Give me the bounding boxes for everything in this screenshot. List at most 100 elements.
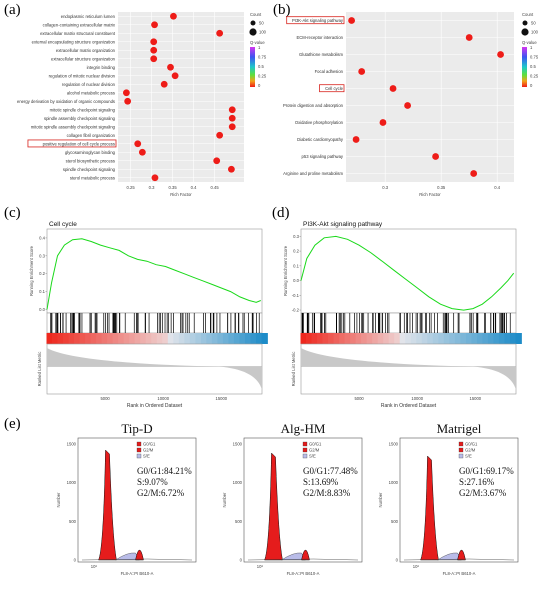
- rank-color-cell: [443, 333, 451, 344]
- y-tick-label: 1000: [233, 480, 243, 485]
- g0g1-peak: [98, 449, 117, 561]
- g2m-peak: [135, 549, 144, 561]
- x-axis-label: Rich Factor: [419, 192, 441, 197]
- rank-color-cell: [118, 333, 125, 344]
- y-tick-label: 0.4: [39, 235, 45, 240]
- rank-color-cell: [96, 333, 103, 344]
- bubble-point: [213, 157, 221, 165]
- y-tick-label: 0.3: [39, 253, 45, 258]
- bubble-point: [379, 119, 387, 126]
- es-panel: [46, 228, 263, 314]
- legend-label: G2/M: [465, 448, 476, 453]
- legend-swatch: [458, 453, 464, 459]
- gsea-cell-cycle-plot: Cell cycle 0.4 0.3 0.2 0.1 0.0 Running Enrichm…: [29, 221, 268, 409]
- legend-swatch: [458, 447, 464, 453]
- y-tick-label: 0: [396, 558, 399, 563]
- bubble-point: [171, 72, 179, 80]
- term-label: positive regulation of cell cycle proces…: [43, 141, 115, 146]
- rank-color-cell: [438, 333, 445, 344]
- legend-q-label: 0.75: [530, 55, 539, 60]
- panel-label-e: (e): [4, 416, 21, 432]
- rank-color-cell: [394, 333, 401, 344]
- bubble-point: [228, 165, 235, 173]
- term-label: extracellular matrix organization: [56, 48, 116, 53]
- term-label: PI3K-Akt signaling pathway: [292, 18, 344, 23]
- histogram-frame: [77, 437, 197, 563]
- rank-color-cell: [145, 333, 153, 344]
- x-tick-label: 10000: [411, 396, 423, 401]
- rank-color-cell: [178, 333, 186, 344]
- x-tick-label: 0.45: [211, 185, 220, 190]
- x-axis-label: FL8-A::PI B610-A: [443, 571, 476, 576]
- y-tick-label: 0.0: [39, 307, 45, 312]
- bubble-point: [358, 68, 366, 75]
- x-tick-label: 0.35: [437, 185, 446, 190]
- rank-color-cell: [432, 333, 440, 344]
- rank-color-cell: [90, 333, 97, 344]
- g2m-percentage: G2/M:6.72%: [137, 488, 185, 498]
- legend-count-title: Count: [522, 12, 534, 17]
- term-label: ECM-receptor interaction: [296, 35, 343, 40]
- panel-label-c: (c): [4, 205, 21, 221]
- panel-label-a: (a): [4, 2, 21, 18]
- legend-q-label: 0: [530, 83, 533, 88]
- term-label: regulation of mitotic nuclear division: [49, 73, 116, 78]
- rank-color-cell: [167, 333, 175, 344]
- g2m-percentage: G2/M:3.67%: [459, 488, 507, 498]
- highlight-box: [27, 139, 117, 148]
- y-tick-label: -0.1: [292, 293, 300, 298]
- rank-color-cell: [449, 333, 456, 344]
- rank-color-cell: [333, 333, 340, 344]
- legend-q-title: Q-value: [522, 40, 537, 45]
- legend-label: S/E: [309, 454, 316, 459]
- rank-color-cell: [79, 333, 86, 344]
- legend-count-dot: [521, 28, 529, 36]
- rank-color-cell: [471, 333, 478, 344]
- rank-color-cell: [239, 333, 246, 344]
- bubble-point: [348, 17, 355, 24]
- legend-count-title: Count: [250, 12, 262, 17]
- rank-color-cell: [504, 333, 511, 344]
- legend-label: G0/G1: [309, 442, 322, 447]
- rank-color-cell: [101, 333, 109, 344]
- bubble-point: [138, 148, 146, 156]
- rank-color-cell: [162, 333, 169, 344]
- rank-color-cell: [134, 333, 142, 344]
- g2m-peak: [301, 549, 310, 561]
- rank-color-cell: [255, 333, 263, 344]
- term-label: extracellular structure organization: [51, 56, 116, 61]
- term-label: extracellular matrix structural constitu…: [40, 31, 116, 36]
- term-label: Diabetic cardiomyopathy: [297, 137, 344, 142]
- rank-color-cell: [261, 333, 268, 344]
- enrichment-score-line: [300, 235, 515, 311]
- s-percentage: S:9.07%: [137, 477, 168, 487]
- legend-label: S/E: [143, 454, 150, 459]
- y-tick-label: 1500: [233, 442, 243, 447]
- hits-panel: [300, 312, 517, 334]
- legend-label: G0/G1: [465, 442, 478, 447]
- metric-panel: [46, 343, 263, 395]
- rank-color-cell: [421, 333, 429, 344]
- legend-count-label: 100: [531, 30, 539, 35]
- term-label: Focal adhesion: [315, 69, 344, 74]
- term-label: glycosaminoglycan binding: [65, 150, 116, 155]
- rank-color-cell: [311, 333, 318, 344]
- rank-color-cell: [317, 333, 324, 344]
- g0g1-percentage: G0/G1:77.48%: [303, 466, 358, 476]
- y-tick-label: 1000: [389, 480, 399, 485]
- go-enrichment-bubble-chart: 0.25 0.3 0.35 0.4 0.45 endoplasmic reticulum …: [17, 12, 267, 197]
- legend-swatch: [136, 447, 142, 453]
- y-tick-label: 1500: [389, 442, 399, 447]
- rank-color-cell: [57, 333, 64, 344]
- sample-name: Matrigel: [437, 421, 482, 436]
- bubble-point: [228, 106, 236, 114]
- panel-label-b: (b): [273, 2, 291, 18]
- rank-color-cell: [228, 333, 235, 344]
- highlight-box: [286, 16, 345, 25]
- highlight-box: [319, 84, 345, 93]
- term-label: integrin binding: [87, 65, 116, 70]
- bubble-point: [167, 63, 174, 71]
- x-tick-label: 0.25: [127, 185, 136, 190]
- y-axis-label: Number: [222, 492, 227, 507]
- term-label: spindle assembly checkpoint signaling: [44, 116, 116, 121]
